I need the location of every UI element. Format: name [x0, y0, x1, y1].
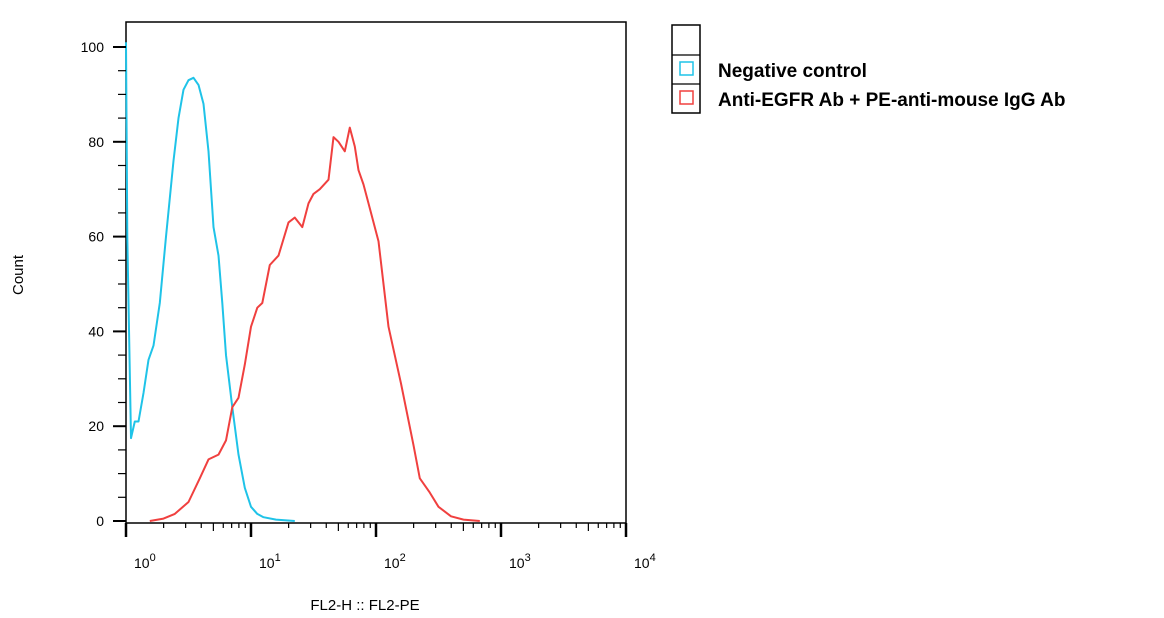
legend: Negative control Anti-EGFR Ab + PE-anti-… — [671, 24, 1065, 114]
x-axis-label: FL2-H :: FL2-PE — [310, 597, 419, 614]
y-tick-label: 0 — [96, 513, 104, 529]
y-tick-label: 40 — [88, 323, 104, 339]
x-tick-label: 103 — [509, 552, 531, 571]
series-line-1 — [149, 126, 480, 522]
plot-area: 0 20 40 60 80 100 100 101 102 103 104 — [81, 21, 656, 571]
x-tick-label: 101 — [259, 552, 281, 571]
legend-label-negative-control: Negative control — [718, 61, 867, 82]
x-tick-label: 100 — [134, 552, 156, 571]
x-tick-label: 104 — [634, 552, 656, 571]
y-tick-label: 60 — [88, 229, 104, 245]
x-tick-label: 102 — [384, 552, 406, 571]
series-line-0 — [125, 42, 295, 522]
legend-swatch-negative-control — [679, 61, 694, 76]
y-tick-label: 20 — [88, 418, 104, 434]
legend-label-anti-egfr: Anti-EGFR Ab + PE-anti-mouse IgG Ab — [718, 90, 1065, 111]
legend-swatch-anti-egfr — [679, 90, 694, 105]
y-tick-label: 80 — [88, 134, 104, 150]
y-tick-label: 100 — [81, 39, 105, 55]
y-axis-label: Count — [10, 254, 27, 295]
legend-box — [671, 24, 701, 114]
